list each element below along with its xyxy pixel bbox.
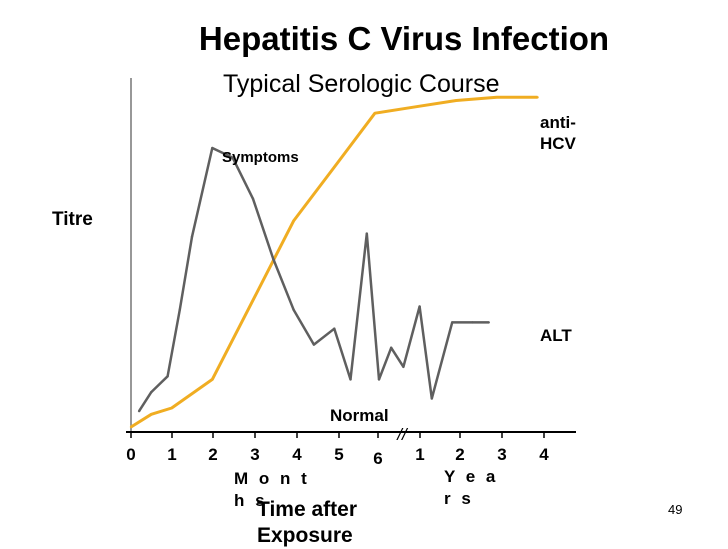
data-point — [211, 378, 214, 381]
data-point — [349, 378, 352, 381]
x-tick-label: 5 — [334, 445, 343, 464]
page-number: 49 — [668, 502, 683, 517]
x-tick-label: 0 — [126, 445, 135, 464]
data-point — [373, 111, 377, 115]
data-point — [377, 378, 381, 381]
data-point — [129, 425, 133, 429]
data-point — [251, 299, 255, 302]
data-point — [211, 146, 214, 150]
data-point — [231, 156, 234, 159]
data-point — [471, 321, 474, 324]
data-point — [166, 375, 169, 378]
x-tick-labels: 0 1 2 3 4 5 6 1 2 3 4 // — [126, 425, 549, 468]
x-tick-label: 4 — [292, 445, 302, 464]
annotation-symptoms: Symptoms — [222, 149, 299, 166]
series-label-alt: ALT — [540, 326, 572, 345]
data-point — [487, 321, 490, 324]
data-point — [312, 343, 316, 346]
chart-subtitle: Typical Serologic Course — [223, 70, 500, 98]
x-tick-label: 1 — [415, 445, 424, 464]
x-years-label: Y e a r s — [444, 467, 499, 508]
data-point — [190, 235, 194, 238]
chart-title: Hepatitis C Virus Infection — [198, 20, 610, 57]
x-tick-label: 2 — [455, 445, 464, 464]
data-point — [495, 96, 499, 99]
x-axis-label: Time after Exposure — [257, 498, 357, 547]
series-lines — [129, 95, 539, 429]
axis-break-marker: // — [396, 425, 409, 444]
data-point — [170, 406, 173, 410]
x-tick-label: 4 — [539, 445, 549, 464]
data-point — [150, 390, 153, 394]
data-point — [365, 232, 368, 235]
data-point — [292, 219, 295, 223]
series-label-anti-hcv: anti-HCV — [540, 113, 576, 153]
x-tick-label: 3 — [497, 445, 506, 464]
series-line-anti-hcv — [130, 95, 538, 429]
x-tick-label: 3 — [250, 445, 259, 464]
data-point — [150, 413, 153, 416]
x-tick-label: 1 — [167, 445, 176, 464]
data-point — [536, 96, 539, 99]
data-point — [455, 99, 458, 102]
annotation-normal: Normal — [330, 406, 389, 425]
data-point — [402, 365, 405, 368]
data-point — [333, 165, 336, 169]
data-point — [450, 321, 454, 324]
data-point — [430, 397, 434, 400]
data-point — [414, 105, 417, 109]
x-months-label: M o n t h s — [234, 469, 310, 510]
x-tick-label: 2 — [208, 445, 217, 464]
data-point — [418, 305, 421, 308]
data-point — [333, 327, 336, 330]
series-line-alt — [138, 146, 489, 412]
data-point — [389, 346, 393, 349]
axes — [126, 78, 576, 433]
x-tick-label: 6 — [373, 449, 382, 468]
data-point — [251, 197, 255, 200]
data-point — [137, 409, 141, 413]
data-point — [292, 308, 295, 311]
data-point — [272, 257, 275, 261]
y-axis-label: Titre — [52, 209, 93, 230]
data-point — [178, 308, 181, 311]
